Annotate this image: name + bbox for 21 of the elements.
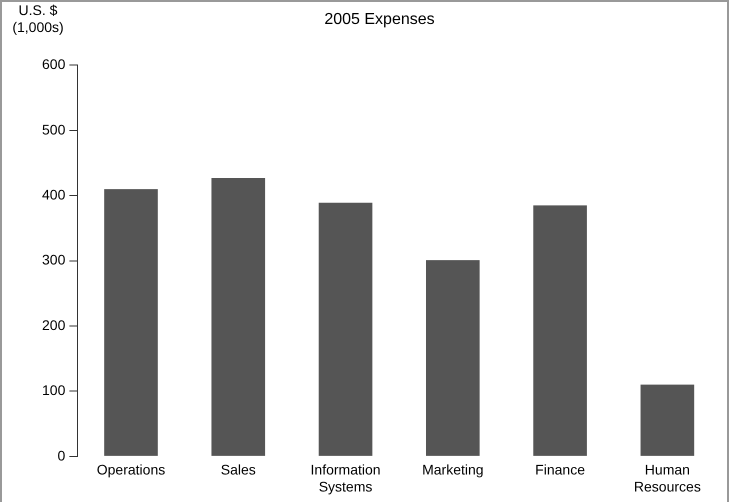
- bar: [104, 189, 158, 456]
- y-tick-label: 600: [42, 56, 66, 72]
- x-tick-label: Sales: [220, 462, 256, 478]
- x-tick-label: Finance: [535, 462, 586, 478]
- y-tick-label: 100: [42, 382, 66, 398]
- y-axis-title: U.S. $ (1,000s): [12, 2, 64, 35]
- bar: [640, 384, 694, 456]
- y-tick-label: 0: [58, 447, 66, 464]
- y-tick-label: 300: [42, 252, 66, 268]
- y-tick-label: 500: [42, 121, 66, 138]
- chart-title: 2005 Expenses: [324, 11, 435, 28]
- bar: [426, 260, 480, 456]
- x-tick-label: Operations: [96, 462, 166, 478]
- bar: [318, 202, 372, 456]
- x-tick-label: Marketing: [422, 462, 484, 478]
- x-tick-label: Human Resources: [634, 462, 701, 494]
- y-tick-label: 400: [42, 186, 66, 202]
- bar: [533, 205, 587, 456]
- x-tick-label: Information Systems: [310, 462, 381, 494]
- y-tick-label: 200: [42, 316, 66, 333]
- bar: [211, 178, 266, 456]
